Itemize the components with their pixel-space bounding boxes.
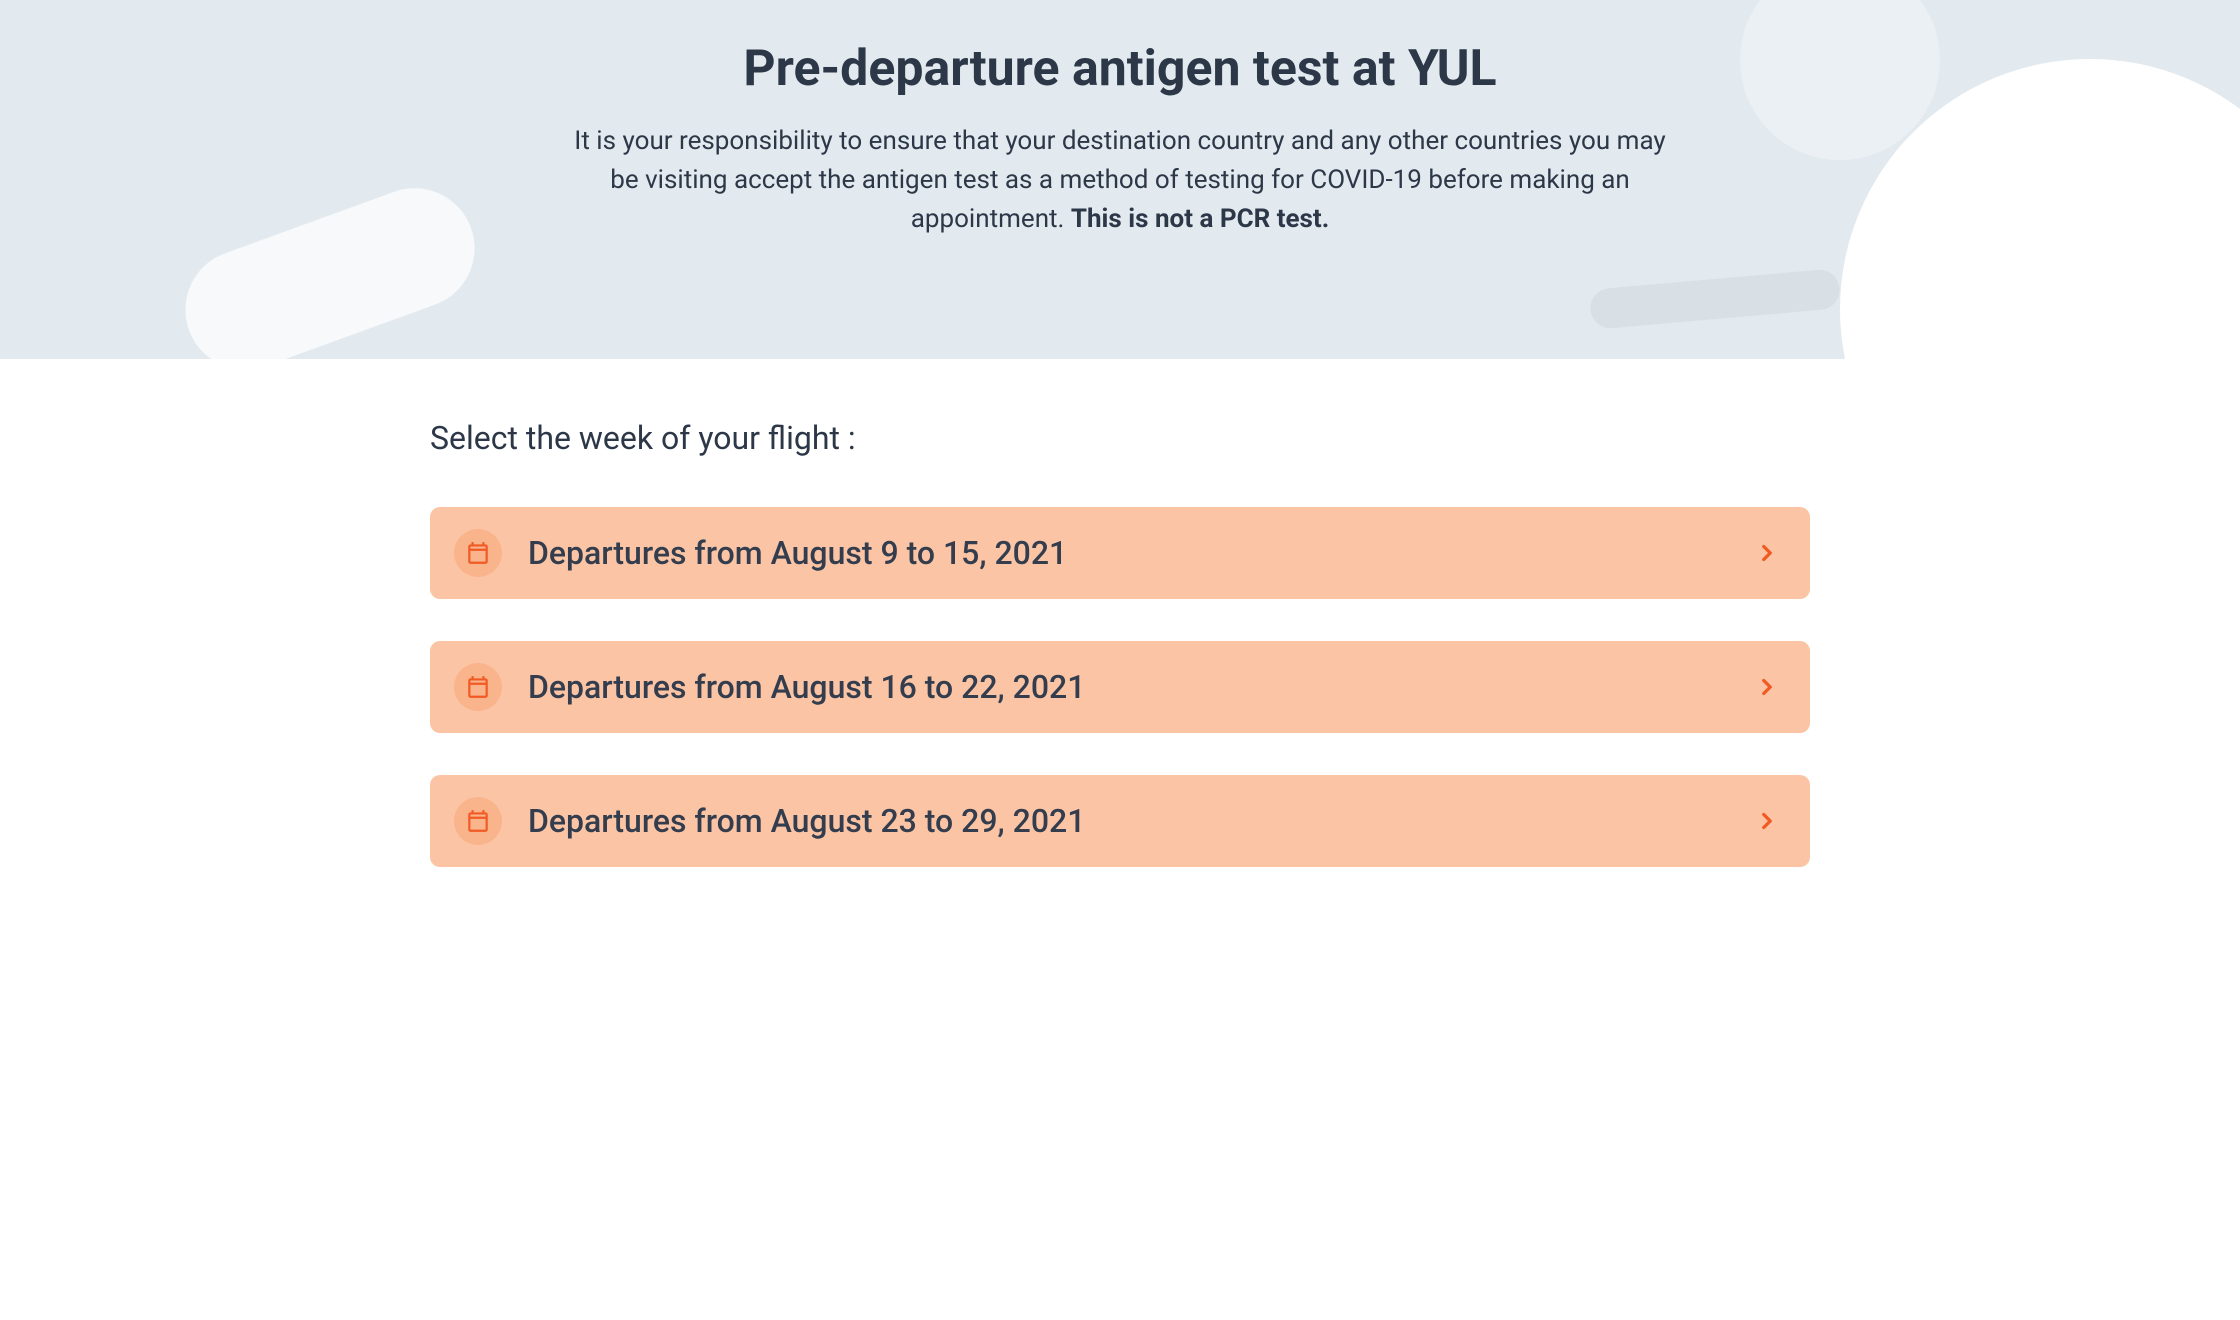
chevron-right-icon bbox=[1754, 540, 1780, 566]
chevron-right-icon bbox=[1754, 674, 1780, 700]
week-option-label: Departures from August 16 to 22, 2021 bbox=[528, 668, 1754, 706]
week-option-label: Departures from August 9 to 15, 2021 bbox=[528, 534, 1754, 572]
week-option-label: Departures from August 23 to 29, 2021 bbox=[528, 802, 1754, 840]
hero-decoration bbox=[169, 171, 492, 359]
calendar-icon-wrap bbox=[454, 529, 502, 577]
week-option-aug-9-15[interactable]: Departures from August 9 to 15, 2021 bbox=[430, 507, 1810, 599]
calendar-icon-wrap bbox=[454, 797, 502, 845]
week-option-aug-23-29[interactable]: Departures from August 23 to 29, 2021 bbox=[430, 775, 1810, 867]
calendar-icon bbox=[465, 674, 491, 700]
section-label: Select the week of your flight : bbox=[430, 419, 1810, 457]
calendar-icon bbox=[465, 808, 491, 834]
subtitle-bold: This is not a PCR test. bbox=[1071, 204, 1329, 234]
week-list: Departures from August 9 to 15, 2021 Dep… bbox=[430, 507, 1810, 867]
chevron-right-icon bbox=[1754, 808, 1780, 834]
week-option-aug-16-22[interactable]: Departures from August 16 to 22, 2021 bbox=[430, 641, 1810, 733]
calendar-icon bbox=[465, 540, 491, 566]
hero-section: Pre-departure antigen test at YUL It is … bbox=[0, 0, 2240, 359]
calendar-icon-wrap bbox=[454, 663, 502, 711]
page-subtitle: It is your responsibility to ensure that… bbox=[570, 122, 1670, 239]
page-title: Pre-departure antigen test at YUL bbox=[570, 40, 1670, 98]
main-content: Select the week of your flight : Departu… bbox=[410, 359, 1830, 907]
hero-decoration bbox=[1589, 268, 1842, 330]
